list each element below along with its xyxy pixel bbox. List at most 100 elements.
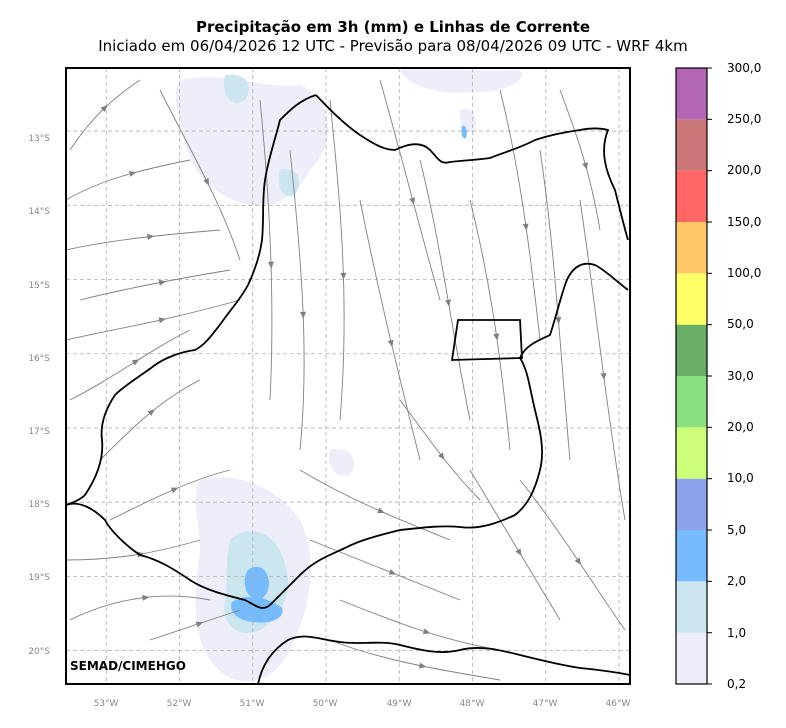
streamline-arrow-icon xyxy=(170,487,179,494)
precipitation-layer xyxy=(175,69,522,682)
precip-patch xyxy=(461,125,467,139)
streamline xyxy=(66,299,241,341)
graticule xyxy=(66,68,630,684)
goias-state-border xyxy=(66,94,317,506)
colorbar-segment xyxy=(676,427,707,479)
streamline xyxy=(519,479,626,631)
colorbar-tick-label: 250,0 xyxy=(727,112,761,126)
goias-state-border xyxy=(315,94,629,241)
colorbar-tick-label: 5,0 xyxy=(727,523,746,537)
streamline xyxy=(159,89,241,261)
streamline xyxy=(399,399,481,501)
lon-tick-label: 47°W xyxy=(533,699,558,709)
colorbar-segment xyxy=(676,68,707,120)
colorbar-segment xyxy=(676,170,707,222)
streamlines-layer xyxy=(66,79,626,681)
streamline xyxy=(559,89,601,231)
colorbar-tick-label: 10,0 xyxy=(727,471,754,485)
streamline-arrow-icon xyxy=(131,359,140,366)
streamline-arrow-icon xyxy=(195,621,204,628)
precip-patch xyxy=(224,74,249,103)
streamline-arrow-icon xyxy=(493,333,500,341)
colorbar-tick-label: 200,0 xyxy=(727,163,761,177)
streamline xyxy=(339,599,501,651)
colorbar-segment xyxy=(676,581,707,633)
streamline-arrow-icon xyxy=(582,162,588,170)
streamline xyxy=(109,469,231,521)
lat-tick-label: 18°S xyxy=(28,500,50,510)
colorbar-segment xyxy=(676,119,707,171)
colorbar-segment xyxy=(676,273,707,325)
streamline xyxy=(499,89,541,341)
latitude-labels: 13°S 14°S 15°S 16°S 17°S 18°S 19°S 20°S xyxy=(28,134,50,657)
streamline-arrow-icon xyxy=(445,299,451,307)
colorbar-tick-label: 1,0 xyxy=(727,626,746,640)
streamline-arrow-icon xyxy=(387,339,394,348)
goias-state-border xyxy=(66,262,629,609)
streamline-arrow-icon xyxy=(388,569,397,575)
df-border xyxy=(450,319,523,361)
streamline xyxy=(309,539,461,601)
lon-tick-label: 50°W xyxy=(313,699,338,709)
longitude-labels: 53°W 52°W 51°W 50°W 49°W 48°W 47°W 46°W xyxy=(94,699,631,709)
streamline-arrow-icon xyxy=(268,261,275,269)
lon-tick-label: 48°W xyxy=(460,699,485,709)
precip-patch xyxy=(329,449,354,477)
streamline xyxy=(69,329,191,401)
streamline xyxy=(69,79,141,151)
colorbar-tick-label: 150,0 xyxy=(727,215,761,229)
streamline-arrow-icon xyxy=(142,594,150,601)
colorbar-labels: 0,2 1,0 2,0 5,0 10,0 20,0 30,0 50,0 100,… xyxy=(727,61,761,691)
streamline xyxy=(299,469,451,541)
lat-tick-label: 17°S xyxy=(28,427,50,437)
streamline xyxy=(99,379,201,461)
colorbar-segment xyxy=(676,632,707,684)
state-borders xyxy=(66,94,630,684)
colorbar-tick-label: 300,0 xyxy=(727,61,761,75)
colorbar xyxy=(675,67,712,685)
streamline xyxy=(579,199,626,521)
credit-label: SEMAD/CIMEHGO xyxy=(70,659,186,673)
streamline xyxy=(539,149,571,461)
streamline xyxy=(359,199,421,461)
colorbar-segment xyxy=(676,376,707,428)
colorbar-segment xyxy=(676,478,707,530)
streamline-arrow-icon xyxy=(340,272,347,280)
streamline-arrow-icon xyxy=(437,452,445,460)
streamline-arrow-icon xyxy=(147,409,155,416)
streamline-arrow-icon xyxy=(300,311,307,319)
streamline-arrow-icon xyxy=(128,171,137,177)
colorbar-tick-label: 2,0 xyxy=(727,574,746,588)
map-frame xyxy=(65,67,631,685)
streamline-arrows xyxy=(100,105,607,669)
streamline xyxy=(469,469,561,621)
streamline-arrow-icon xyxy=(422,628,431,635)
lon-tick-label: 51°W xyxy=(240,699,265,709)
streamline-arrow-icon xyxy=(418,662,427,669)
streamline xyxy=(419,159,471,421)
streamline-arrow-icon xyxy=(409,197,416,205)
streamline xyxy=(329,99,345,421)
streamline xyxy=(289,149,305,451)
lat-tick-label: 20°S xyxy=(28,647,50,657)
streamline xyxy=(79,269,231,301)
colorbar-tick-label: 30,0 xyxy=(727,369,754,383)
colorbar-segment xyxy=(676,530,707,582)
precip-patch xyxy=(400,69,522,93)
streamline xyxy=(329,639,501,681)
streamline xyxy=(469,199,511,451)
colorbar-segment xyxy=(676,324,707,376)
colorbar-tick-label: 50,0 xyxy=(727,317,754,331)
map-subtitle: Iniciado em 06/04/2026 12 UTC - Previsão… xyxy=(98,37,688,55)
lat-tick-label: 13°S xyxy=(28,134,50,144)
lon-tick-label: 52°W xyxy=(167,699,192,709)
streamline xyxy=(66,539,201,561)
streamline xyxy=(69,595,211,621)
streamline-arrow-icon xyxy=(515,548,522,556)
streamline-arrow-icon xyxy=(522,223,529,231)
streamline-arrow-icon xyxy=(574,557,582,566)
streamline xyxy=(379,79,441,301)
colorbar-tick-label: 100,0 xyxy=(727,266,761,280)
lat-tick-label: 15°S xyxy=(28,281,50,291)
streamline-arrow-icon xyxy=(555,317,562,325)
